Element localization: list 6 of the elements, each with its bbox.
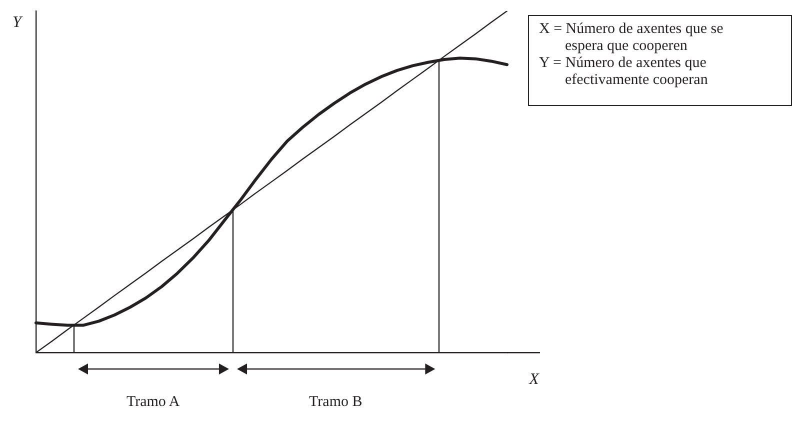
text: Tramo A: [126, 394, 180, 411]
x-axis-title: X: [528, 370, 540, 388]
text: Tramo B: [309, 394, 362, 411]
text: X = Número de axentes que se espera que cooperen: [539, 21, 724, 55]
y-axis-title: Y: [12, 14, 24, 32]
text: Y = Número de axentes que efectivamente cooperan: [539, 55, 709, 89]
